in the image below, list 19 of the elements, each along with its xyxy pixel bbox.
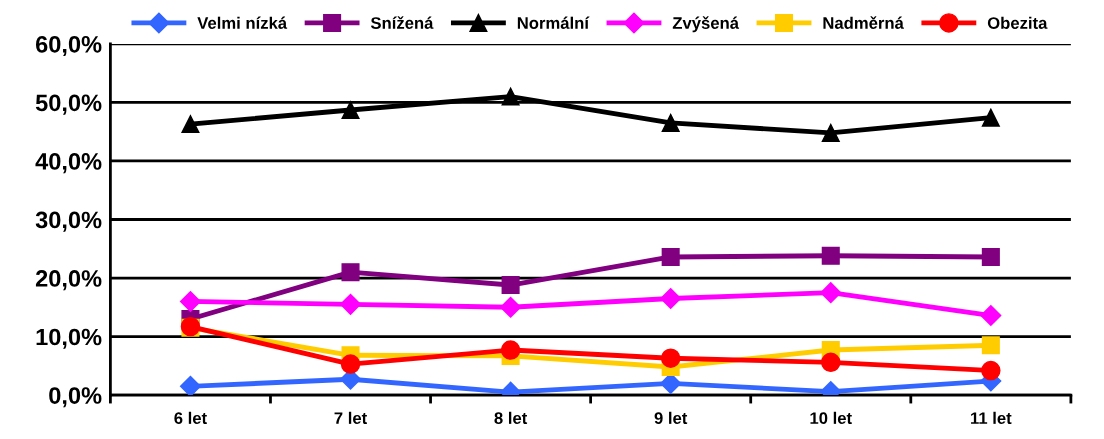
x-tick-label: 10 let	[810, 411, 852, 425]
legend-label: Velmi nízká	[197, 16, 288, 29]
legend-label: Snížená	[370, 16, 434, 29]
x-tick-label: 6 let	[174, 411, 207, 425]
x-tick-label: 11 let	[971, 411, 1012, 425]
legend-label: Obezita	[987, 16, 1048, 29]
legend-label: Normální	[517, 16, 590, 29]
y-tick-label: 30,0%	[35, 211, 102, 232]
y-tick-label: 60,0%	[35, 35, 102, 57]
y-tick-label: 50,0%	[35, 94, 102, 115]
y-tick-label: 40,0%	[35, 153, 102, 174]
y-tick-label: 20,0%	[35, 270, 102, 291]
legend-label: Nadměrná	[823, 16, 904, 29]
y-tick-label: 10,0%	[36, 328, 102, 349]
y-tick-label: 0,0%	[49, 387, 102, 408]
x-tick-label: 7 let	[334, 411, 367, 425]
x-tick-label: 8 let	[494, 411, 528, 425]
legend-label: Zvýšená	[672, 16, 740, 33]
x-tick-label: 9 let	[654, 411, 688, 425]
